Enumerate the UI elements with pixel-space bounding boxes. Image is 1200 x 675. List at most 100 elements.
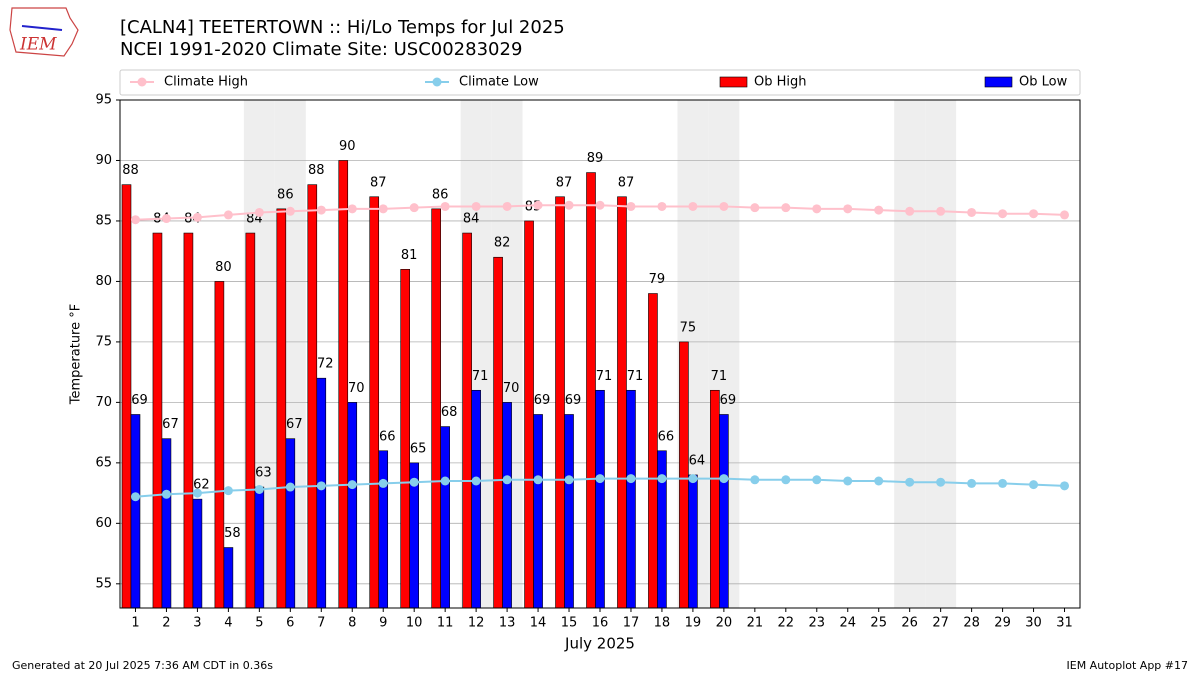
marker — [750, 203, 760, 213]
bar — [183, 232, 194, 609]
x-tick-label: 22 — [778, 616, 795, 631]
data-label: 88 — [122, 163, 139, 178]
y-tick-label: 90 — [95, 153, 112, 168]
logo: IEM — [9, 7, 79, 57]
bar — [161, 438, 172, 609]
bar — [130, 414, 141, 609]
shaded-day — [894, 100, 926, 608]
data-label: 84 — [463, 212, 480, 227]
legend-swatch — [984, 76, 1013, 88]
marker — [812, 475, 822, 485]
chart-subtitle: NCEI 1991-2020 Climate Site: USC00283029 — [120, 39, 522, 60]
bar — [431, 208, 441, 609]
marker — [533, 475, 543, 485]
data-label: 88 — [308, 163, 325, 178]
x-tick-label: 31 — [1056, 616, 1073, 631]
data-label: 67 — [162, 417, 179, 432]
x-tick-label: 10 — [406, 616, 423, 631]
data-label: 87 — [618, 175, 635, 190]
marker — [905, 477, 915, 487]
y-tick-label: 65 — [95, 455, 112, 470]
bar — [555, 196, 565, 609]
legend-swatch — [719, 76, 748, 88]
marker — [502, 475, 512, 485]
data-label: 67 — [286, 417, 303, 432]
data-label: 82 — [494, 236, 511, 251]
marker — [843, 204, 853, 214]
data-label: 79 — [649, 272, 666, 287]
data-label: 70 — [348, 381, 365, 396]
data-label: 86 — [432, 187, 449, 202]
marker — [130, 492, 140, 502]
marker — [316, 205, 326, 215]
bar — [378, 450, 389, 609]
data-label: 71 — [596, 369, 613, 384]
chart-title: [CALN4] TEETERTOWN :: Hi/Lo Temps for Ju… — [120, 17, 565, 38]
marker — [688, 474, 698, 484]
bar — [648, 293, 658, 609]
bar — [586, 172, 596, 609]
x-tick-label: 4 — [224, 616, 232, 631]
x-tick-label: 23 — [809, 616, 826, 631]
y-tick-label: 85 — [95, 213, 112, 228]
logo-text: IEM — [19, 35, 57, 55]
x-tick-label: 2 — [162, 616, 170, 631]
logo-outline — [9, 7, 79, 57]
marker — [130, 215, 140, 225]
bar — [440, 426, 450, 609]
bar — [564, 414, 574, 609]
bar — [245, 232, 256, 609]
marker — [254, 484, 264, 494]
bar — [471, 389, 481, 609]
data-label: 71 — [627, 369, 644, 384]
data-label: 71 — [472, 369, 489, 384]
data-label: 72 — [317, 357, 334, 372]
plot-frame — [119, 99, 1081, 609]
marker — [285, 206, 295, 216]
marker — [812, 204, 822, 214]
bar — [626, 389, 636, 609]
x-tick-label: 26 — [901, 616, 918, 631]
data-label: 70 — [503, 381, 520, 396]
x-tick-label: 8 — [348, 616, 356, 631]
y-tick-label: 70 — [95, 395, 112, 410]
footer-left: Generated at 20 Jul 2025 7:36 AM CDT in … — [12, 659, 273, 672]
data-label: 80 — [215, 260, 232, 275]
bar — [347, 402, 358, 609]
marker — [316, 481, 326, 491]
data-label: 87 — [556, 175, 573, 190]
bar — [595, 389, 605, 609]
marker — [161, 489, 171, 499]
data-label: 58 — [224, 526, 241, 541]
x-tick-label: 5 — [255, 616, 263, 631]
x-tick-label: 20 — [716, 616, 733, 631]
marker — [1029, 209, 1039, 219]
bar — [254, 486, 265, 609]
legend-swatch — [432, 77, 442, 87]
data-label: 66 — [658, 429, 675, 444]
legend-label: Ob Low — [1019, 75, 1068, 90]
marker — [564, 475, 574, 485]
marker — [967, 478, 977, 488]
data-label: 86 — [277, 187, 294, 202]
marker — [719, 201, 729, 211]
marker — [347, 480, 357, 490]
bar — [462, 232, 472, 609]
x-tick-label: 28 — [963, 616, 980, 631]
data-label: 69 — [131, 393, 148, 408]
marker — [440, 201, 450, 211]
x-tick-label: 29 — [994, 616, 1011, 631]
marker — [781, 475, 791, 485]
x-tick-label: 1 — [131, 616, 139, 631]
marker — [409, 203, 419, 213]
marker — [750, 475, 760, 485]
marker — [1060, 481, 1070, 491]
x-tick-label: 11 — [437, 616, 454, 631]
x-tick-label: 30 — [1025, 616, 1042, 631]
marker — [409, 477, 419, 487]
bar — [307, 184, 318, 609]
data-label: 81 — [401, 248, 418, 263]
marker — [378, 204, 388, 214]
legend-label: Climate Low — [459, 75, 539, 90]
marker — [843, 476, 853, 486]
